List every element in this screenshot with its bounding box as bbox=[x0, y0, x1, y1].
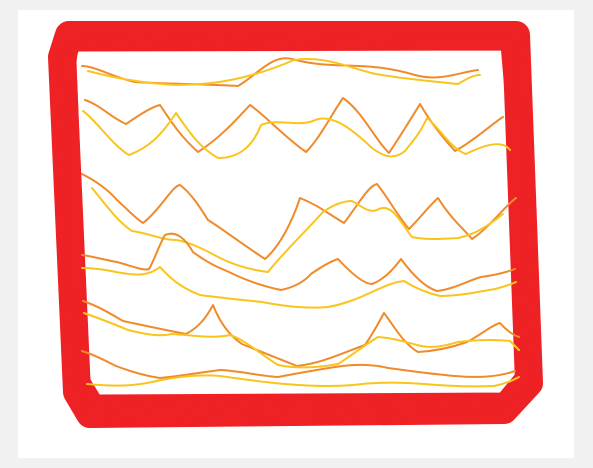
paper-sheet bbox=[18, 10, 574, 458]
yellow-wave-line-12 bbox=[86, 374, 520, 388]
crayon-frame bbox=[48, 21, 543, 428]
frame-inner-stroke bbox=[63, 37, 529, 408]
orange-wave-line-5 bbox=[81, 173, 517, 260]
orange-wave-line-1 bbox=[81, 57, 479, 87]
frame-grain-stroke bbox=[56, 32, 536, 419]
yellow-wave-line-10 bbox=[83, 312, 520, 369]
orange-wave-line-11 bbox=[81, 350, 516, 379]
yellow-wave-line-8 bbox=[81, 266, 517, 309]
yellow-wave-line-2 bbox=[87, 58, 481, 86]
orange-wave-line-3 bbox=[84, 97, 504, 154]
yellow-wave-line-6 bbox=[91, 187, 504, 273]
orange-wave-line-7 bbox=[81, 232, 516, 292]
yellow-wave-line-4 bbox=[82, 110, 511, 159]
wave-lines bbox=[81, 57, 520, 388]
